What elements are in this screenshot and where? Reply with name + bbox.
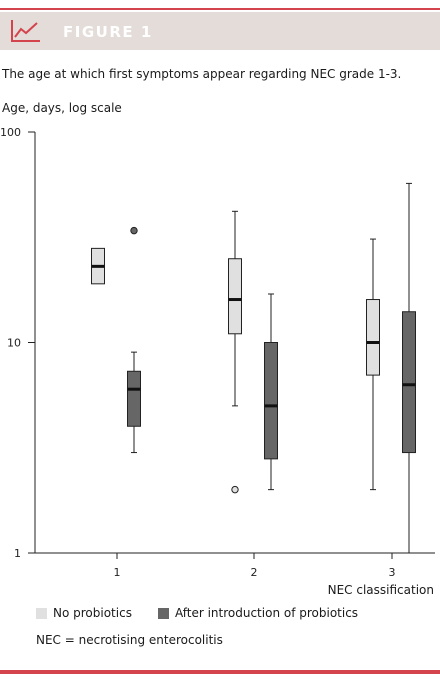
- x-tick-label: 3: [389, 566, 396, 579]
- box: [127, 370, 141, 427]
- legend-label: After introduction of probiotics: [174, 606, 359, 620]
- x-tick-label: 1: [114, 566, 121, 579]
- x-axis-label: NEC classification: [327, 583, 434, 597]
- box-plot: 1 10 100 1 2 3: [0, 126, 435, 579]
- legend-label: No probiotics: [53, 606, 132, 620]
- outlier-point: [231, 485, 239, 494]
- y-ticks: 1 10 100: [0, 126, 35, 560]
- legend-swatch-light: [36, 607, 47, 619]
- top-accent-line: [0, 8, 440, 10]
- y-tick-label: 1: [14, 547, 21, 560]
- y-axis-label: Age, days, log scale: [2, 101, 122, 115]
- box: [402, 311, 416, 454]
- figure-caption: The age at which first symptoms appear r…: [2, 67, 402, 81]
- outlier-point: [130, 226, 138, 235]
- legend-swatch-dark: [157, 607, 169, 619]
- x-tick-label: 2: [251, 566, 258, 579]
- legend: No probiotics After introduction of prob…: [36, 606, 384, 620]
- legend-item-after-probiotics: After introduction of probiotics: [157, 606, 359, 620]
- line-chart-icon: [11, 20, 40, 42]
- box: [228, 258, 242, 335]
- y-tick-label: 100: [0, 126, 21, 139]
- figure-header: FIGURE 1: [0, 12, 440, 50]
- legend-item-no-probiotics: No probiotics: [36, 606, 132, 620]
- x-ticks: 1 2 3: [114, 553, 396, 579]
- figure-title: FIGURE 1: [63, 23, 153, 41]
- bottom-accent-line: [0, 670, 440, 674]
- abbreviation-note: NEC = necrotising enterocolitis: [36, 633, 223, 647]
- box: [264, 342, 278, 460]
- y-tick-label: 10: [7, 337, 21, 350]
- boxes: [91, 182, 416, 554]
- box: [366, 299, 380, 376]
